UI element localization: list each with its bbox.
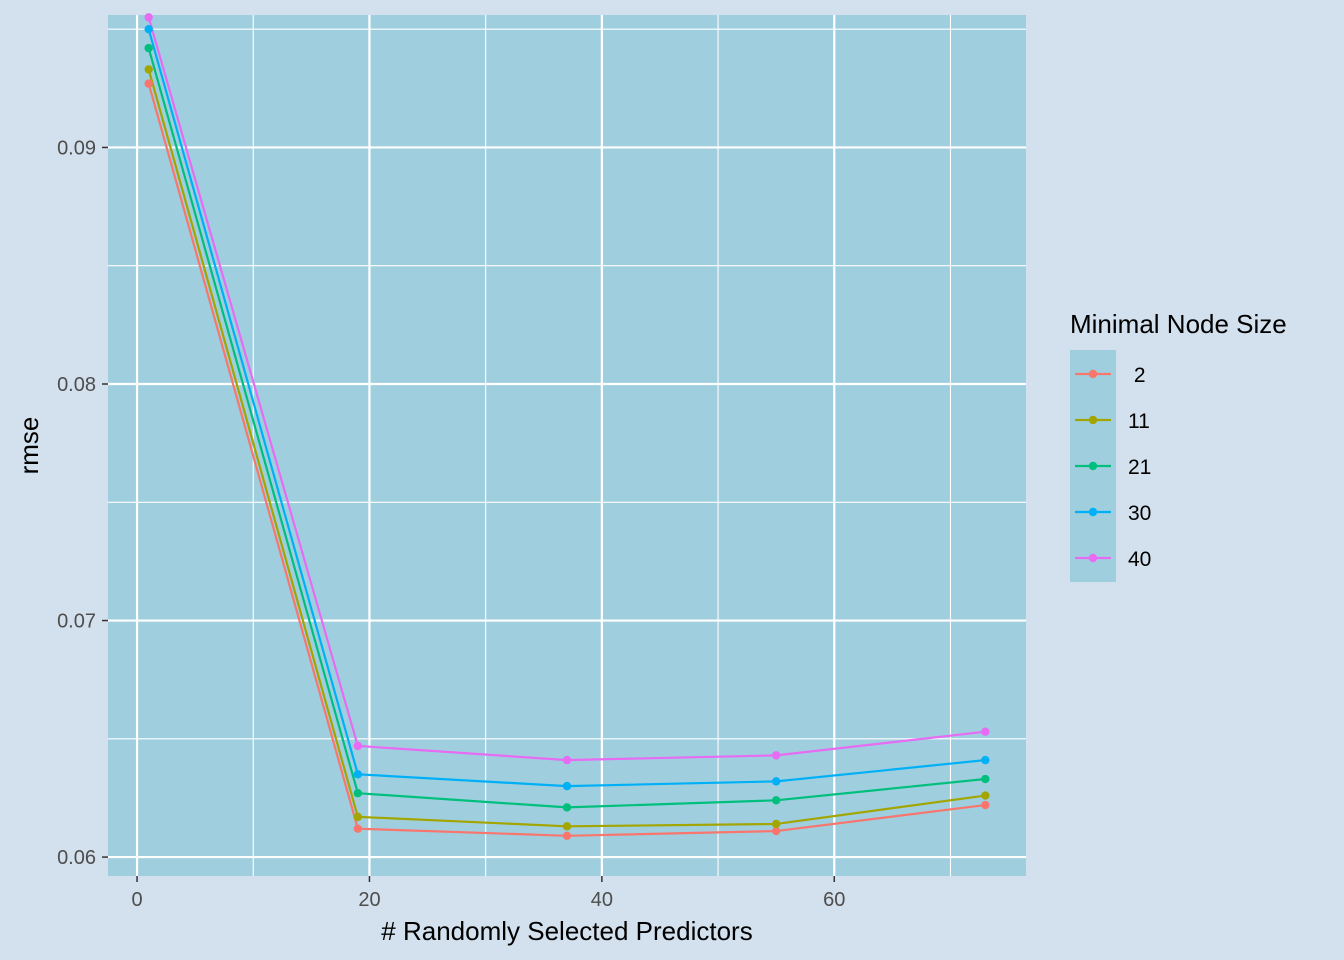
data-point bbox=[353, 770, 363, 779]
data-point bbox=[144, 24, 153, 34]
plot-panel bbox=[108, 15, 1026, 876]
y-tick-label: 0.09 bbox=[57, 137, 96, 159]
legend-item: 30 bbox=[1075, 502, 1151, 525]
data-point bbox=[353, 741, 363, 751]
data-point bbox=[562, 803, 572, 812]
data-point bbox=[981, 791, 990, 800]
data-point bbox=[562, 755, 572, 765]
legend-label: 30 bbox=[1128, 502, 1151, 525]
data-point bbox=[981, 755, 990, 765]
x-tick-label: 0 bbox=[131, 889, 142, 911]
y-tick-label: 0.07 bbox=[57, 611, 96, 633]
axis-ticks bbox=[102, 146, 836, 882]
data-point bbox=[353, 789, 363, 798]
y-tick-label: 0.06 bbox=[57, 847, 96, 869]
x-tick-label: 20 bbox=[358, 889, 380, 911]
legend-item: 11 bbox=[1075, 410, 1150, 433]
x-axis-tick-labels: 0 20 40 60 bbox=[131, 889, 845, 911]
series-points bbox=[144, 13, 990, 840]
y-axis-title: rmse bbox=[14, 417, 44, 475]
data-point bbox=[771, 796, 781, 805]
legend-item: 21 bbox=[1075, 456, 1151, 479]
legend-point bbox=[1088, 415, 1098, 425]
data-point bbox=[562, 781, 572, 791]
legend: Minimal Node Size 2 11 21 30 40 bbox=[1070, 309, 1287, 582]
data-point bbox=[981, 727, 990, 736]
x-axis-title: # Randomly Selected Predictors bbox=[381, 916, 752, 946]
data-point bbox=[981, 774, 990, 784]
x-tick-label: 60 bbox=[823, 889, 845, 911]
legend-point bbox=[1088, 461, 1098, 471]
data-point bbox=[771, 826, 781, 836]
legend-point bbox=[1088, 369, 1098, 379]
data-point bbox=[771, 751, 781, 760]
y-axis-tick-labels: 0.06 0.07 0.08 0.09 bbox=[57, 137, 96, 869]
data-point bbox=[353, 824, 363, 833]
data-point bbox=[144, 13, 153, 22]
data-point bbox=[562, 822, 572, 831]
x-tick-label: 40 bbox=[591, 889, 613, 911]
data-point bbox=[562, 831, 572, 840]
legend-point bbox=[1088, 553, 1098, 563]
legend-item: 40 bbox=[1075, 548, 1151, 571]
data-point bbox=[353, 812, 363, 822]
data-point bbox=[144, 79, 153, 88]
legend-label: 21 bbox=[1128, 456, 1151, 479]
legend-title: Minimal Node Size bbox=[1070, 309, 1287, 339]
major-gridlines bbox=[108, 15, 1026, 876]
data-point bbox=[981, 800, 990, 810]
legend-point bbox=[1088, 507, 1098, 517]
legend-label: 2 bbox=[1128, 364, 1146, 387]
minor-gridlines bbox=[108, 15, 1026, 876]
legend-label: 11 bbox=[1128, 410, 1150, 433]
data-point bbox=[144, 43, 153, 53]
data-point bbox=[771, 777, 781, 786]
y-tick-label: 0.08 bbox=[57, 374, 96, 396]
legend-label: 40 bbox=[1128, 548, 1151, 571]
data-point bbox=[771, 819, 781, 829]
legend-item: 2 bbox=[1075, 364, 1146, 387]
data-point bbox=[144, 65, 153, 74]
